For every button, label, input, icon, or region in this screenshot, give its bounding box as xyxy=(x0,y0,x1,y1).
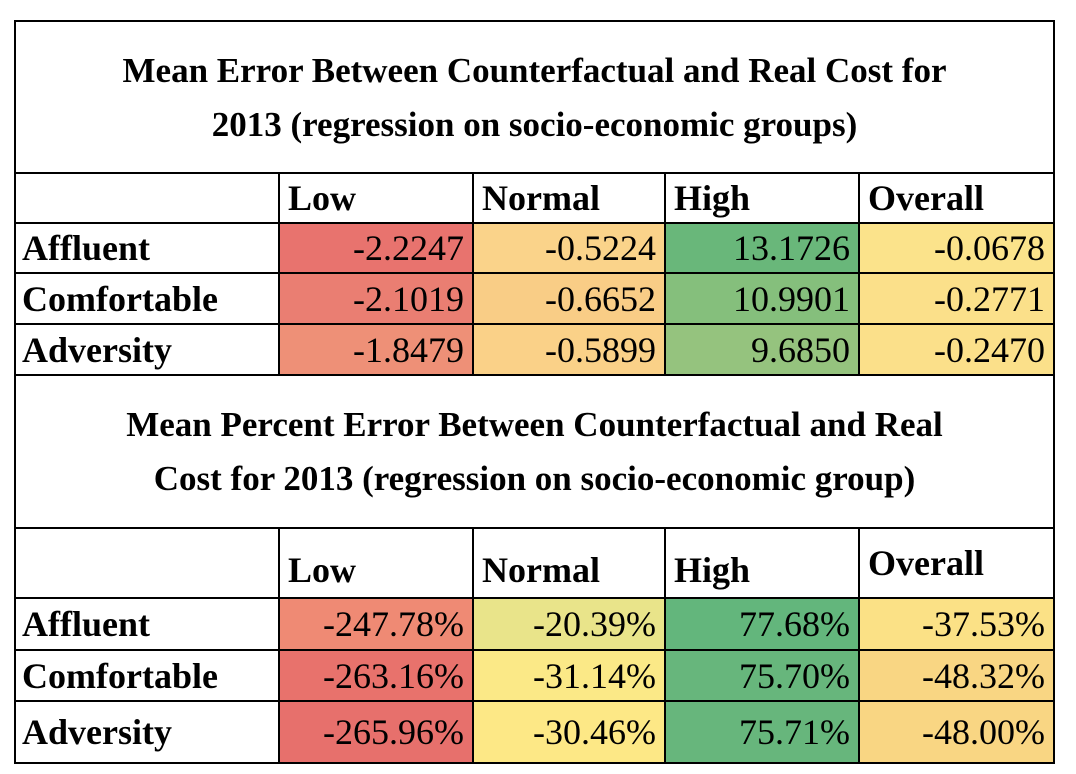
table1-row-label-comfortable: Comfortable xyxy=(22,278,218,319)
table1-cell: 9.6850 xyxy=(666,325,858,374)
table1-title-line1: Mean Error Between Counterfactual and Re… xyxy=(122,51,947,90)
divider xyxy=(858,172,860,376)
table1-header-high: High xyxy=(674,178,751,218)
table1-cell: -0.2771 xyxy=(860,274,1053,323)
divider xyxy=(664,527,666,762)
table1-cell: -2.1019 xyxy=(280,274,472,323)
table1-cell: -0.2470 xyxy=(860,325,1053,374)
table2-cell: 75.70% xyxy=(666,651,858,700)
divider xyxy=(472,527,474,762)
table2-cell: -31.14% xyxy=(474,651,664,700)
table2-cell: -37.53% xyxy=(860,599,1053,649)
divider xyxy=(14,323,1055,325)
table2-row-label-affluent: Affluent xyxy=(22,604,150,644)
table1-header-overall: Overall xyxy=(868,178,984,218)
table1-cell: -0.6652 xyxy=(474,274,664,323)
table2-cell: -20.39% xyxy=(474,599,664,649)
table2-cell: -265.96% xyxy=(280,702,472,762)
table2-row-label-comfortable: Comfortable xyxy=(22,655,218,696)
table1-title-line2: 2013 (regression on socio-economic group… xyxy=(211,105,858,144)
table1-cell: 13.1726 xyxy=(666,224,858,272)
table2-title-line1: Mean Percent Error Between Counterfactua… xyxy=(126,405,943,444)
table1-cell: 10.9901 xyxy=(666,274,858,323)
divider xyxy=(664,172,666,376)
divider xyxy=(14,649,1055,651)
table2-header-low: Low xyxy=(288,550,357,590)
table1-header-normal: Normal xyxy=(482,178,600,218)
table2-header-normal: Normal xyxy=(482,550,600,590)
table1-header-low: Low xyxy=(288,178,357,218)
tables-frame xyxy=(14,20,1055,764)
divider xyxy=(858,527,860,762)
table1-cell: -0.5899 xyxy=(474,325,664,374)
table1-cell: -0.5224 xyxy=(474,224,664,272)
table2-cell: -48.00% xyxy=(860,702,1053,762)
table2-header-high: High xyxy=(674,550,751,590)
table2-header-overall: Overall xyxy=(868,543,984,583)
divider xyxy=(14,222,1055,224)
divider xyxy=(14,527,1055,529)
divider xyxy=(14,272,1055,274)
divider xyxy=(14,700,1055,702)
table2-cell: -263.16% xyxy=(280,651,472,700)
table1-row-label-affluent: Affluent xyxy=(22,228,150,268)
table2-cell: -30.46% xyxy=(474,702,664,762)
divider xyxy=(472,172,474,376)
table2-cell: 75.71% xyxy=(666,702,858,762)
divider xyxy=(14,374,1055,376)
divider xyxy=(14,172,1055,174)
divider xyxy=(14,597,1055,599)
table2-title-line2: Cost for 2013 (regression on socio-econo… xyxy=(153,459,916,498)
table2-cell: -247.78% xyxy=(280,599,472,649)
table2-row-label-adversity: Adversity xyxy=(22,712,172,752)
table2-cell: -48.32% xyxy=(860,651,1053,700)
divider xyxy=(278,172,280,376)
table1-cell: -1.8479 xyxy=(280,325,472,374)
table1-cell: -0.0678 xyxy=(860,224,1053,272)
table2-cell: 77.68% xyxy=(666,599,858,649)
table1-cell: -2.2247 xyxy=(280,224,472,272)
table1-row-label-adversity: Adversity xyxy=(22,329,172,370)
divider xyxy=(278,527,280,762)
